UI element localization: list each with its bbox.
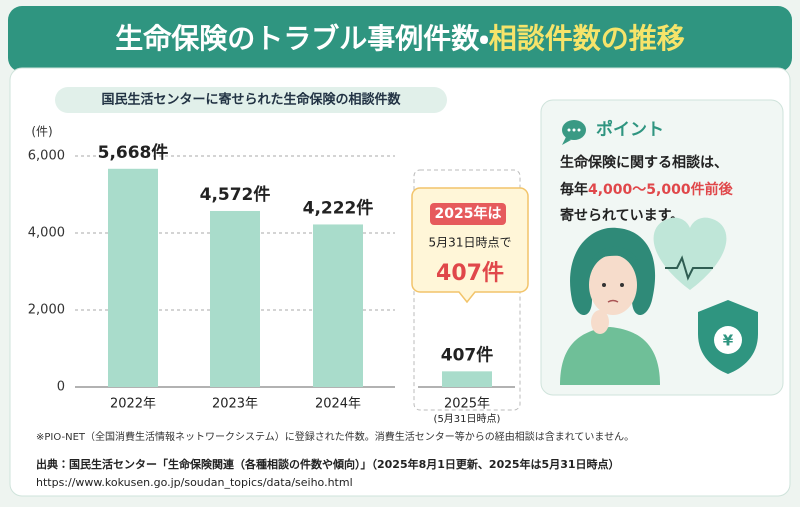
chart-subtitle: 国民生活センターに寄せられた生命保険の相談件数 (101, 92, 401, 108)
yen-circle (714, 326, 742, 354)
point-line2-highlight: 4,000〜5,000件前後 (588, 181, 734, 198)
value-label: 4,222件 (303, 197, 374, 218)
illustration: ¥ (560, 217, 758, 385)
y-tick-label: 0 (57, 380, 65, 395)
person-eye (620, 283, 624, 287)
y-tick-label: 4,000 (28, 226, 65, 241)
x-tick-label: 2024年 (315, 397, 361, 412)
y-tick-label: 6,000 (28, 149, 65, 164)
chat-dot (567, 128, 571, 132)
person-mouth (607, 299, 619, 303)
source-url: https://www.kokusen.go.jp/soudan_topics/… (36, 476, 353, 489)
person-body (560, 327, 660, 385)
heartbeat-line (665, 255, 713, 281)
person-eye (602, 283, 606, 287)
y-unit: (件) (31, 125, 52, 139)
chat-dot (572, 128, 576, 132)
value-label: 407件 (441, 344, 494, 365)
point-line1: 生命保険に関する相談は、 (560, 154, 728, 171)
callout-line2: 5月31日時点で (429, 236, 512, 250)
x-note: (5月31日時点) (434, 413, 501, 425)
callout-line1: 2025年は (435, 205, 502, 222)
person-face (589, 255, 637, 315)
header-band (8, 6, 792, 72)
person-bangs (590, 246, 638, 262)
heart-icon (653, 217, 727, 290)
point-line3: 寄せられています。 (560, 207, 684, 224)
y-tick-label: 2,000 (28, 303, 65, 318)
title-highlight: 相談件数の推移 (489, 22, 685, 55)
point-line2: 毎年4,000〜5,000件前後 (560, 181, 734, 198)
value-label: 4,572件 (200, 184, 271, 205)
person-hand (591, 310, 609, 334)
callout-pill (430, 203, 506, 225)
title-main: 生命保険のトラブル事例件数・ (115, 22, 489, 55)
point-heading: ポイント (596, 119, 664, 140)
bar (442, 371, 492, 387)
footnote: ※PIO-NET（全国消費生活情報ネットワークシステム）に登録された件数。消費生… (36, 430, 634, 443)
bar (210, 210, 260, 387)
header-title: 生命保険のトラブル事例件数・相談件数の推移 (115, 22, 685, 55)
yen-sign: ¥ (723, 332, 734, 350)
bar (313, 224, 363, 387)
x-tick-label: 2025年 (444, 397, 490, 412)
chat-dot (577, 128, 581, 132)
point-line2-prefix: 毎年 (560, 181, 588, 198)
x-tick-label: 2022年 (110, 397, 156, 412)
subtitle-pill (55, 87, 447, 113)
value-label: 5,668件 (98, 142, 169, 163)
source: 出典：国民生活センター「生命保険関連（各種相談の件数や傾向）」（2025年8月1… (36, 457, 620, 471)
x-tick-label: 2023年 (212, 397, 258, 412)
bar (108, 168, 158, 387)
callout-line3: 407件 (436, 261, 504, 286)
chat-icon-tail (562, 137, 571, 145)
